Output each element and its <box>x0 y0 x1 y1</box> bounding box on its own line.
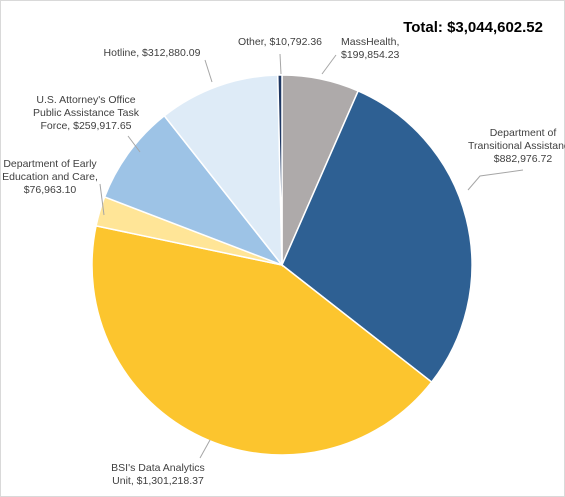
pie-slices <box>91 74 473 456</box>
slice-label-2: BSI's Data Analytics Unit, $1,301,218.37 <box>111 462 205 487</box>
leader-line-5 <box>204 59 213 83</box>
slice-label-3: Department of Early Education and Care, $7… <box>2 158 98 196</box>
slice-label-line: Transitional Assistance, <box>468 140 565 152</box>
slice-label-line: Hotline, $312,880.09 <box>104 47 201 59</box>
pie-slice-6 <box>277 74 283 266</box>
leader-line-4 <box>127 135 141 153</box>
slice-labels: MassHealth, $199,854.23 Department of Trans… <box>2 36 565 487</box>
slice-label-5: Hotline, $312,880.09 <box>104 47 201 59</box>
slice-label-line: Unit, $1,301,218.37 <box>112 475 204 487</box>
leader-line-6 <box>279 53 282 75</box>
pie-slice-1 <box>281 89 473 384</box>
slice-label-line: $76,963.10 <box>24 184 77 196</box>
slice-label-line: Department of Early <box>3 158 97 170</box>
leader-line-3 <box>99 183 105 216</box>
pie-slice-2 <box>91 224 433 456</box>
slice-label-line: Department of <box>490 127 557 139</box>
slice-label-line: Education and Care, <box>2 171 98 183</box>
slice-label-line: BSI's Data Analytics <box>111 462 205 474</box>
chart-title: Total: $3,044,602.52 <box>403 19 543 36</box>
leader-line-1 <box>467 169 524 191</box>
slice-label-0: MassHealth, $199,854.23 <box>341 36 400 61</box>
slice-label-line: $882,976.72 <box>494 153 553 165</box>
slice-label-line: Force, $259,917.65 <box>40 120 131 132</box>
pie-slice-4 <box>103 114 285 267</box>
leader-line-0 <box>321 54 337 75</box>
slice-label-line: Other, $10,792.36 <box>238 36 322 48</box>
slice-label-4: U.S. Attorney's Office Public Assistance … <box>33 94 140 132</box>
slice-label-line: $199,854.23 <box>341 49 400 61</box>
label-leaders <box>99 53 524 459</box>
leader-line-2 <box>199 439 211 459</box>
slice-label-line: U.S. Attorney's Office <box>36 94 135 106</box>
pie-slice-5 <box>163 74 283 268</box>
slice-label-6: Other, $10,792.36 <box>238 36 322 48</box>
slice-label-line: MassHealth, <box>341 36 399 48</box>
slice-label-line: Public Assistance Task <box>33 107 140 119</box>
